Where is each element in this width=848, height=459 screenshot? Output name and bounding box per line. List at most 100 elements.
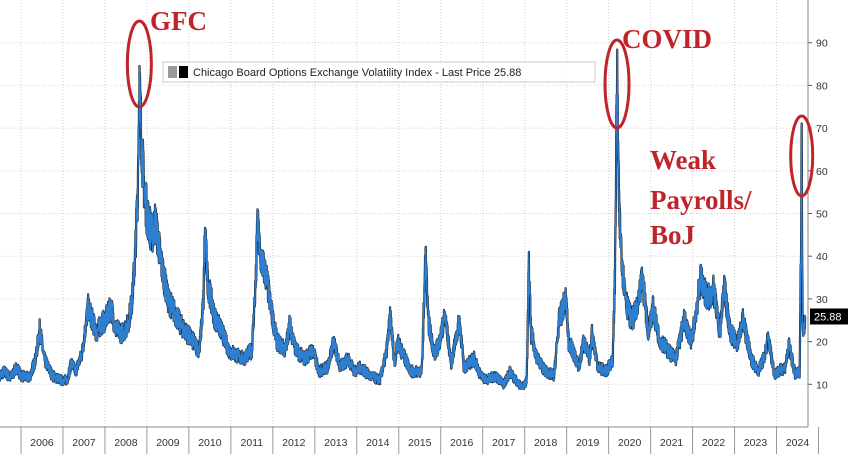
x-tick-label: 2023: [744, 437, 768, 449]
data-point: [227, 349, 230, 351]
data-point: [20, 374, 22, 377]
annotation-payrolls-line: BoJ: [650, 220, 695, 250]
annotations: GFC COVID Weak Payrolls/BoJ: [125, 6, 815, 250]
data-point: [618, 212, 620, 215]
data-point: [138, 80, 141, 83]
data-point: [588, 357, 591, 360]
data-point: [773, 372, 776, 375]
data-point: [60, 379, 62, 381]
x-tick-label: 2024: [786, 437, 810, 449]
last-price-label: 25.88: [814, 311, 842, 323]
data-point: [256, 221, 259, 223]
data-point: [530, 332, 532, 334]
data-point: [525, 379, 528, 381]
data-point: [185, 332, 188, 334]
data-point: [110, 306, 113, 309]
data-point: [242, 357, 245, 360]
x-tick-label: 2022: [702, 437, 726, 449]
data-point: [450, 362, 453, 364]
data-point: [565, 298, 567, 300]
annotation-payrolls-line: Weak: [650, 145, 716, 175]
data-point: [269, 306, 272, 309]
data-point: [616, 73, 618, 75]
data-point: [674, 357, 677, 360]
data-point: [410, 370, 413, 373]
data-point: [131, 298, 134, 300]
data-point: [567, 340, 570, 343]
data-point: [486, 379, 488, 381]
payrolls-ellipse: [789, 114, 815, 198]
data-point: [284, 349, 287, 351]
x-tick-label: 2011: [241, 437, 264, 449]
x-tick-label: 2014: [366, 437, 390, 449]
data-point: [614, 276, 616, 279]
data-point: [198, 349, 201, 351]
y-tick-label: 10: [816, 379, 828, 391]
data-point: [74, 370, 77, 373]
data-point: [777, 370, 780, 373]
data-point: [66, 379, 68, 381]
data-point: [729, 332, 732, 334]
data-point: [804, 315, 806, 318]
data-point: [719, 332, 721, 334]
data-point: [104, 319, 106, 322]
data-point: [794, 374, 797, 377]
y-tick-label: 80: [816, 80, 828, 92]
data-point: [750, 357, 753, 360]
data-point: [393, 362, 396, 364]
y-tick-label: 40: [816, 251, 828, 263]
data-point: [332, 340, 335, 343]
last-price-box: [810, 308, 848, 325]
data-point: [339, 366, 341, 369]
annotation-payrolls-line: Payrolls/: [650, 185, 752, 215]
data-point: [591, 332, 593, 334]
data-point: [544, 370, 547, 373]
data-point: [213, 315, 215, 317]
data-point: [582, 340, 585, 343]
data-point: [756, 370, 759, 373]
data-point: [666, 349, 669, 351]
gfc-ellipse: [125, 19, 153, 109]
data-point: [202, 298, 205, 300]
data-point: [318, 370, 320, 373]
data-point: [801, 319, 804, 322]
data-point: [3, 370, 5, 373]
data-point: [397, 340, 399, 343]
data-point: [255, 276, 257, 279]
data-point: [136, 191, 139, 193]
series-line: [0, 48, 806, 390]
data-point: [360, 366, 362, 369]
data-point: [81, 353, 83, 356]
data-point: [9, 377, 12, 379]
data-point: [683, 319, 685, 322]
data-point: [528, 266, 530, 269]
data-point: [347, 357, 350, 360]
data-point: [0, 374, 1, 377]
data-point: [368, 374, 371, 377]
data-point: [706, 298, 709, 300]
data-point: [693, 319, 696, 322]
legend-swatch: [179, 66, 188, 78]
data-point: [160, 263, 163, 266]
data-point: [763, 357, 765, 360]
series-layer: [0, 48, 807, 390]
data-point: [558, 319, 560, 322]
data-point: [605, 370, 608, 373]
data-point: [427, 319, 429, 322]
data-point: [622, 276, 625, 279]
data-point: [87, 306, 89, 309]
last-price-marker: 25.88: [810, 308, 848, 325]
data-point: [712, 289, 715, 292]
data-point: [295, 349, 297, 351]
x-tick-label: 2007: [72, 437, 96, 449]
data-point: [438, 340, 441, 343]
data-point: [800, 261, 802, 263]
data-point: [433, 353, 436, 356]
data-point: [479, 374, 482, 377]
x-tick-label: 2021: [660, 437, 684, 449]
data-point: [626, 306, 629, 309]
data-point: [612, 357, 614, 360]
data-point: [204, 230, 206, 233]
x-tick-label: 2018: [534, 437, 558, 449]
